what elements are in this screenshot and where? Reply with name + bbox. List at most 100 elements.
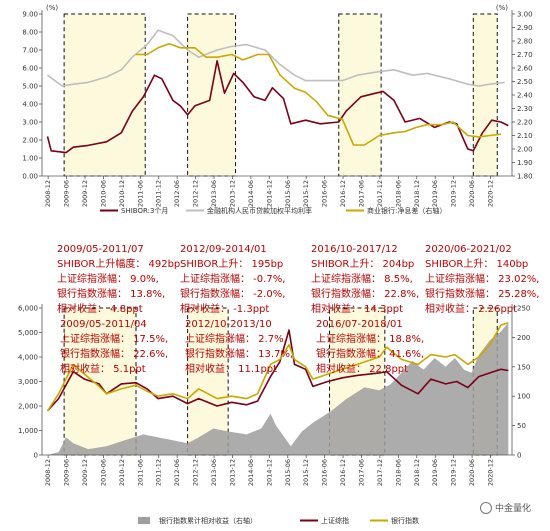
y-tick-label-right: 0: [517, 452, 521, 460]
y-tick-label-left: 1.00: [22, 155, 38, 163]
y-tick-label-left: 7.00: [22, 47, 38, 55]
y-tick-label-right: 2.40: [517, 92, 533, 100]
y-tick-label-right: 2.70: [517, 51, 533, 59]
y-tick-label-right: 2.00: [517, 146, 533, 154]
shaded-period-2-1: [63, 307, 137, 456]
y-axis-unit-left: (%): [46, 4, 58, 12]
x-tick-label: 2014-12: [265, 180, 273, 207]
x-tick-label: 2013-12: [228, 459, 236, 486]
x-tick-label: 2018-06: [394, 459, 402, 486]
y-tick-label-left: 3.00: [22, 119, 38, 127]
y-tick-label-right: 50: [517, 422, 526, 430]
x-tick-label: 2016-12: [339, 180, 347, 207]
annotation-line: 2016/07-2018/01: [316, 319, 403, 330]
y-tick-label-right: 2.50: [517, 78, 533, 86]
y-tick-label-right: 2.80: [517, 38, 533, 46]
x-tick-label: 2010-12: [118, 459, 126, 486]
x-tick-label: 2017-12: [376, 459, 384, 486]
x-tick-label: 2020-12: [486, 459, 494, 486]
annotation-line: 银行指数涨幅： 22.8%,: [311, 289, 420, 300]
y-tick-label-right: 2.90: [517, 24, 533, 32]
legend-top-label: 商业银行:净息差（右轴）: [367, 206, 446, 215]
shaded-period-1-1: [63, 13, 146, 177]
annotation-line: 2012/10-2013/10: [185, 319, 272, 330]
y-tick-label-right: 2.30: [517, 105, 533, 113]
annotation-line: 上证综指涨幅： 18.8%,: [316, 334, 425, 345]
y-tick-label-left: 9.00: [22, 11, 38, 19]
y-tick-label-right: 1.90: [517, 159, 533, 167]
y-tick-label-right: 100: [517, 393, 530, 401]
x-tick-label: 2014-06: [247, 180, 255, 207]
y-tick-label-right: 250: [517, 305, 530, 313]
series-line-2-1: [46, 329, 509, 412]
legend-top-label: SHIBOR:3个月: [121, 207, 168, 215]
annotation-line: 银行指数涨幅： -2.0%,: [180, 289, 286, 300]
annotation-line: 相对收益： -1.3ppt: [180, 304, 270, 315]
legend-bottom-label: 银行指数: [391, 516, 419, 525]
x-tick-label: 2016-06: [321, 180, 329, 207]
y-tick-label-left: 1,000: [18, 427, 38, 435]
x-tick-label: 2011-06: [136, 459, 144, 486]
annotation-line: SHIBOR上升： 204bp: [311, 259, 415, 270]
x-tick-label: 2009-06: [63, 180, 71, 207]
x-tick-label: 2020-12: [486, 180, 494, 207]
x-tick-label: 2019-06: [431, 180, 439, 207]
shaded-period-1-4: [472, 13, 498, 177]
y-tick-label-right: 2.60: [517, 65, 533, 73]
annotation-line: 2016/10-2017/12: [311, 244, 398, 255]
y-tick-label-right: 3.00: [517, 11, 533, 19]
annotation-line: 相对收益： 4.8ppt: [57, 304, 143, 315]
inner-annotation-1: 2009/05-2011/04 上证综指涨幅： 17.5%, 银行指数涨幅： 2…: [60, 317, 168, 377]
y-tick-label-left: 5,000: [18, 329, 38, 337]
annotation-line: 上证综指涨幅： -0.7%,: [180, 274, 286, 285]
annotation-line: 上证综指涨幅： 17.5%,: [60, 334, 169, 345]
series-line-2-2: [46, 321, 509, 412]
annotation-line: 相对收益： 14.3ppt: [311, 304, 404, 315]
y-axis-unit-right: (%): [496, 4, 508, 12]
annotation-period-1: 2009/05-2011/07 SHIBOR上升幅度： 492bp 上证综指涨幅…: [57, 242, 180, 317]
legend-bottom-label: 银行指数累计相对收益（右轴）: [159, 516, 257, 525]
annotation-period-2: 2012/09-2014/01 SHIBOR上升： 195bp 上证综指涨幅： …: [180, 242, 285, 317]
y-tick-label-left: 2.00: [22, 137, 38, 145]
annotation-line: SHIBOR上升幅度： 492bp: [57, 259, 181, 270]
x-tick-label: 2013-06: [210, 180, 218, 207]
annotation-line: 相对收益： 2.26ppt: [425, 304, 518, 315]
inner-annotation-2: 2012/10-2013/10 上证综指涨幅： 2.7%, 银行指数涨幅： 13…: [185, 317, 293, 377]
legend-bottom-label: 上证综指: [321, 516, 349, 525]
annotation-line: 相对收益： 11.1ppt: [185, 364, 278, 375]
y-tick-label-left: 0.00: [22, 173, 38, 181]
annotation-line: 银行指数涨幅： 41.6%,: [316, 349, 425, 360]
x-tick-label: 2017-06: [357, 180, 365, 207]
annotation-line: 2009/05-2011/07: [57, 244, 144, 255]
x-tick-label: 2016-12: [339, 459, 347, 486]
x-tick-label: 2012-12: [192, 459, 200, 486]
annotation-period-4: 2020/06-2021/02 SHIBOR上升： 140bp 上证综指涨幅： …: [425, 242, 540, 317]
y-tick-label-left: 6,000: [18, 305, 38, 313]
annotation-period-3: 2016/10-2017/12 SHIBOR上升： 204bp 上证综指涨幅： …: [311, 242, 419, 317]
x-tick-label: 2012-06: [173, 180, 181, 207]
x-tick-label: 2015-12: [302, 180, 310, 207]
annotation-line: 银行指数涨幅： 13.7%,: [185, 349, 294, 360]
x-tick-label: 2019-12: [450, 180, 458, 207]
x-tick-label: 2010-06: [99, 180, 107, 207]
y-tick-label-left: 4.00: [22, 101, 38, 109]
y-tick-label-right: 2.20: [517, 119, 533, 127]
x-tick-label: 2019-06: [431, 459, 439, 486]
y-tick-label-right: 1.80: [517, 173, 533, 181]
y-tick-label-left: 2,000: [18, 403, 38, 411]
x-tick-label: 2010-06: [99, 459, 107, 486]
annotation-line: 2012/09-2014/01: [180, 244, 267, 255]
x-tick-label: 2013-06: [210, 459, 218, 486]
x-tick-label: 2013-12: [228, 180, 236, 207]
annotation-line: 2020/06-2021/02: [425, 244, 512, 255]
annotation-line: 上证综指涨幅： 2.7%,: [185, 334, 287, 345]
x-tick-label: 2009-12: [81, 180, 89, 207]
annotation-line: 上证综指涨幅： 9.0%,: [57, 274, 159, 285]
x-tick-label: 2020-06: [468, 180, 476, 207]
x-tick-label: 2014-06: [247, 459, 255, 486]
x-tick-label: 2011-06: [136, 180, 144, 207]
y-tick-label-left: 8.00: [22, 29, 38, 37]
watermark-text: 中金量化: [495, 502, 531, 514]
annotation-line: 2009/05-2011/04: [60, 319, 147, 330]
